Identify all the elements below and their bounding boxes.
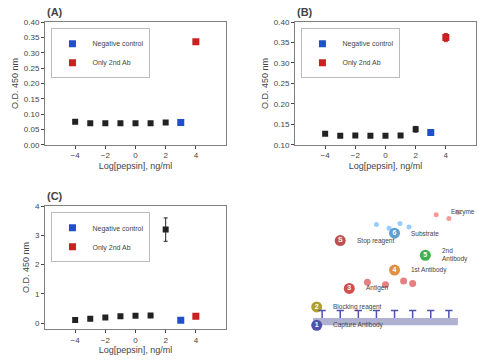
svg-text:Stop reagent: Stop reagent	[357, 237, 394, 245]
svg-text:Only 2nd Ab: Only 2nd Ab	[92, 244, 130, 252]
svg-text:Enzyme: Enzyme	[451, 208, 475, 216]
svg-text:1: 1	[315, 321, 319, 328]
svg-text:4: 4	[194, 336, 199, 345]
svg-text:0.10: 0.10	[24, 110, 40, 119]
svg-text:0.40: 0.40	[24, 18, 40, 27]
svg-text:O.D. 450 nm: O.D. 450 nm	[21, 242, 31, 293]
svg-text:Log[pepsin], ng/ml: Log[pepsin], ng/ml	[99, 161, 173, 171]
svg-text:0: 0	[383, 151, 388, 160]
svg-text:2: 2	[163, 336, 168, 345]
svg-text:−2: −2	[351, 151, 361, 160]
svg-text:Log[pepsin], ng/ml: Log[pepsin], ng/ml	[99, 345, 173, 355]
svg-text:0.40: 0.40	[274, 18, 290, 27]
svg-text:(A): (A)	[47, 6, 63, 18]
svg-text:(B): (B)	[297, 6, 313, 18]
svg-text:Negative control: Negative control	[92, 225, 143, 233]
svg-text:0.00: 0.00	[24, 141, 40, 150]
svg-text:0.20: 0.20	[24, 79, 40, 88]
svg-text:4: 4	[444, 151, 449, 160]
svg-text:0.35: 0.35	[24, 33, 40, 42]
svg-text:−2: −2	[101, 336, 111, 345]
svg-text:S: S	[338, 236, 343, 243]
svg-text:−4: −4	[71, 336, 81, 345]
svg-text:−2: −2	[101, 151, 111, 160]
svg-text:4: 4	[194, 151, 199, 160]
svg-text:O.D. 450 nm: O.D. 450 nm	[260, 58, 270, 109]
svg-text:0.20: 0.20	[274, 100, 290, 109]
svg-text:0.05: 0.05	[24, 125, 40, 134]
svg-text:0.15: 0.15	[274, 120, 290, 129]
svg-text:0.25: 0.25	[274, 79, 290, 88]
svg-text:2: 2	[315, 303, 319, 310]
svg-text:2ndAntibody: 2ndAntibody	[442, 247, 468, 263]
svg-text:0.10: 0.10	[274, 141, 290, 150]
svg-text:4: 4	[393, 266, 397, 273]
svg-text:Antigen: Antigen	[366, 284, 388, 292]
svg-text:Only 2nd Ab: Only 2nd Ab	[342, 59, 380, 67]
svg-text:2: 2	[413, 151, 418, 160]
svg-text:Substrate: Substrate	[411, 230, 439, 237]
svg-text:3: 3	[35, 231, 40, 240]
svg-text:Log[pepsin], ng/ml: Log[pepsin], ng/ml	[349, 161, 423, 171]
svg-text:0: 0	[133, 151, 138, 160]
svg-text:4: 4	[35, 202, 40, 211]
svg-text:Only 2nd Ab: Only 2nd Ab	[92, 59, 130, 67]
svg-text:0.35: 0.35	[274, 38, 290, 47]
svg-text:0: 0	[133, 336, 138, 345]
svg-text:0.25: 0.25	[24, 64, 40, 73]
svg-text:−4: −4	[71, 151, 81, 160]
svg-text:Negative control: Negative control	[342, 40, 393, 48]
svg-text:1st Antibody: 1st Antibody	[411, 266, 447, 274]
svg-text:0.15: 0.15	[24, 95, 40, 104]
svg-text:0.30: 0.30	[24, 49, 40, 58]
svg-text:Negative control: Negative control	[92, 40, 143, 48]
svg-text:0.30: 0.30	[274, 59, 290, 68]
svg-text:2: 2	[163, 151, 168, 160]
svg-text:1: 1	[35, 290, 40, 299]
svg-text:O.D. 450 nm: O.D. 450 nm	[10, 58, 20, 109]
svg-text:Capture Antibody: Capture Antibody	[333, 321, 384, 329]
svg-text:(C): (C)	[47, 190, 63, 202]
svg-text:6: 6	[393, 229, 397, 236]
svg-text:−4: −4	[321, 151, 331, 160]
svg-text:5: 5	[423, 251, 427, 258]
svg-text:3: 3	[347, 284, 351, 291]
svg-text:2: 2	[35, 260, 40, 269]
svg-text:0: 0	[35, 319, 40, 328]
svg-text:Blocking reagent: Blocking reagent	[333, 303, 382, 311]
